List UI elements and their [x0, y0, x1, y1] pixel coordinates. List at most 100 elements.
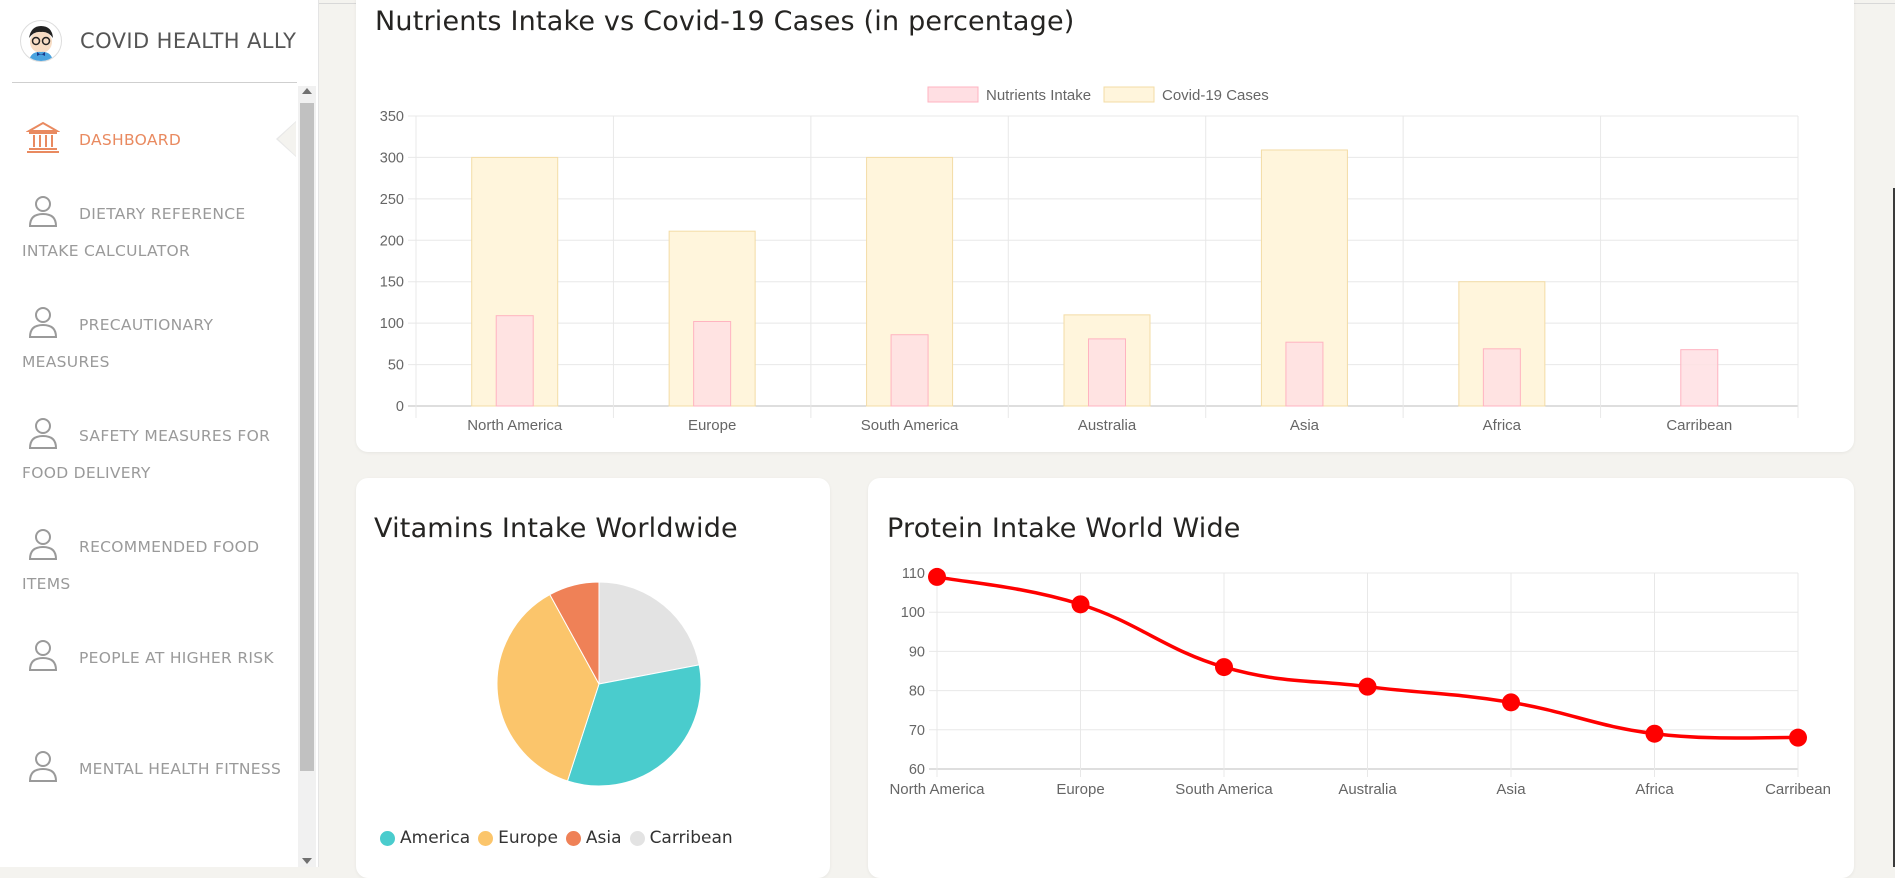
sidebar-item-label: PEOPLE AT HIGHER RISK — [79, 649, 274, 667]
x-tick-label: South America — [861, 417, 959, 434]
chart-title: Nutrients Intake vs Covid-19 Cases (in p… — [375, 6, 1075, 37]
logo-avatar-icon — [20, 20, 62, 62]
legend-swatch — [565, 830, 581, 846]
x-tick-label: Asia — [1290, 417, 1320, 434]
sidebar-item-dashboard[interactable]: DASHBOARD — [0, 100, 296, 174]
pie-slice — [549, 581, 600, 685]
sidebar-item-label: SAFETY MEASURES FOR FOOD DELIVERY — [22, 427, 271, 482]
x-tick-label: Australia — [1078, 417, 1137, 434]
protein-intake-card: Protein Intake World Wide 60 70 80 90 100 110… — [868, 478, 1854, 878]
legend-label: America — [400, 828, 471, 848]
x-tick-label: Europe — [1056, 781, 1104, 798]
legend-item: Asia — [565, 828, 622, 848]
sidebar-item-dietary-reference-intake-calculator[interactable]: DIETARY REFERENCE INTAKE CALCULATOR — [0, 174, 296, 285]
data-point — [1645, 724, 1664, 743]
y-tick-label: 50 — [388, 358, 404, 374]
data-point — [1502, 693, 1520, 712]
scroll-up-arrow-icon[interactable] — [302, 88, 312, 94]
legend-label: Covid-19 Cases — [1162, 87, 1269, 104]
legend-item: Carribean — [629, 828, 733, 848]
x-tick-label: South America — [1175, 781, 1273, 798]
sidebar-item-precautionary-measures[interactable]: PRECAUTIONARY MEASURES — [0, 285, 296, 396]
sidebar-item-people-at-higher-risk[interactable]: PEOPLE AT HIGHER RISK — [0, 618, 296, 729]
chart-title: Protein Intake World Wide — [887, 513, 1241, 544]
pie-legend: America Europe Asia Carribean — [380, 828, 741, 848]
bar-nutrients-intake — [890, 334, 929, 407]
scroll-down-arrow-icon[interactable] — [302, 858, 312, 864]
sidebar-item-label: DASHBOARD — [79, 131, 182, 149]
data-point — [1789, 728, 1807, 747]
logo-row[interactable]: COVID HEALTH ALLY — [12, 0, 297, 83]
x-tick-label: Carribean — [1765, 781, 1831, 798]
legend-swatch — [629, 830, 645, 846]
scroll-thumb[interactable] — [300, 103, 314, 771]
nutrients-vs-covid-card: Nutrients Intake vs Covid-19 Cases (in p… — [356, 0, 1854, 452]
chart-title: Vitamins Intake Worldwide — [374, 513, 738, 544]
line-chart: 60 70 80 90 100 110 North America Europe South A… — [889, 566, 1831, 798]
x-tick-label: North America — [889, 781, 985, 798]
legend-label: Carribean — [649, 828, 733, 848]
x-tick-label: Africa — [1635, 781, 1674, 798]
user-icon — [26, 749, 60, 783]
sidebar-item-safety-measures-for-food-delivery[interactable]: SAFETY MEASURES FOR FOOD DELIVERY — [0, 396, 296, 507]
x-tick-label: Carribean — [1666, 417, 1732, 434]
x-tick-label: Asia — [1496, 781, 1526, 798]
y-tick-label: 60 — [909, 762, 925, 778]
active-indicator-arrow — [276, 121, 296, 157]
brand-name: COVID HEALTH ALLY — [80, 29, 297, 53]
sidebar-item-label: MENTAL HEALTH FITNESS — [79, 760, 282, 778]
bar-nutrients-intake — [1088, 338, 1126, 407]
legend-label: Nutrients Intake — [986, 87, 1091, 104]
data-point — [1358, 677, 1377, 696]
bar-chart: 0 50 100 150 200 250 300 350 North America Europe… — [380, 86, 1799, 434]
user-icon — [26, 638, 60, 672]
y-tick-label: 250 — [380, 192, 404, 208]
legend-swatch — [380, 830, 395, 846]
bar-nutrients-intake — [1680, 349, 1719, 407]
x-tick-label: North America — [467, 417, 563, 434]
pie-slice — [598, 581, 700, 685]
bar-nutrients-intake — [1285, 341, 1324, 407]
legend-swatch — [927, 86, 979, 103]
pie-slice — [496, 593, 600, 782]
page-scrollbar[interactable] — [1893, 188, 1895, 867]
y-tick-label: 110 — [902, 566, 925, 582]
user-icon — [26, 305, 60, 339]
y-tick-label: 90 — [909, 644, 925, 660]
x-tick-label: Africa — [1483, 417, 1522, 434]
user-icon — [26, 194, 60, 228]
data-point — [1215, 658, 1233, 677]
bar-nutrients-intake — [693, 320, 732, 407]
user-icon — [26, 416, 60, 450]
sidebar-item-label: DIETARY REFERENCE INTAKE CALCULATOR — [22, 205, 246, 260]
legend-swatch — [478, 830, 494, 846]
vitamins-intake-card: Vitamins Intake Worldwide — [356, 478, 830, 878]
sidebar-nav: DASHBOARD DIETARY REFERENCE INTAKE CALCU… — [0, 100, 296, 840]
sidebar: COVID HEALTH ALLY DASHBOARD — [0, 0, 319, 867]
legend-label: Asia — [585, 828, 622, 848]
legend-item: America — [380, 828, 470, 848]
y-tick-label: 100 — [380, 316, 404, 332]
user-icon — [26, 527, 60, 561]
data-point — [928, 567, 946, 586]
y-tick-label: 80 — [909, 684, 925, 700]
sidebar-item-mental-health-fitness[interactable]: MENTAL HEALTH FITNESS — [0, 729, 296, 840]
bank-icon — [25, 120, 61, 154]
bar-nutrients-intake — [1482, 348, 1521, 407]
legend-swatch — [1103, 86, 1155, 103]
legend-item: Europe — [478, 828, 558, 848]
y-tick-label: 350 — [380, 109, 404, 125]
y-tick-label: 300 — [380, 150, 404, 166]
sidebar-item-label: RECOMMENDED FOOD ITEMS — [22, 538, 260, 593]
y-tick-label: 100 — [901, 605, 925, 621]
data-point — [1071, 595, 1090, 614]
sidebar-item-recommended-food-items[interactable]: RECOMMENDED FOOD ITEMS — [0, 507, 296, 618]
sidebar-item-label: PRECAUTIONARY MEASURES — [22, 316, 214, 371]
pie-chart — [496, 581, 702, 787]
x-tick-label: Australia — [1338, 781, 1397, 798]
y-tick-label: 0 — [396, 399, 404, 415]
bar-nutrients-intake — [495, 315, 534, 407]
y-tick-label: 200 — [380, 233, 404, 249]
y-tick-label: 150 — [380, 275, 404, 291]
sidebar-scrollbar[interactable] — [298, 86, 316, 867]
